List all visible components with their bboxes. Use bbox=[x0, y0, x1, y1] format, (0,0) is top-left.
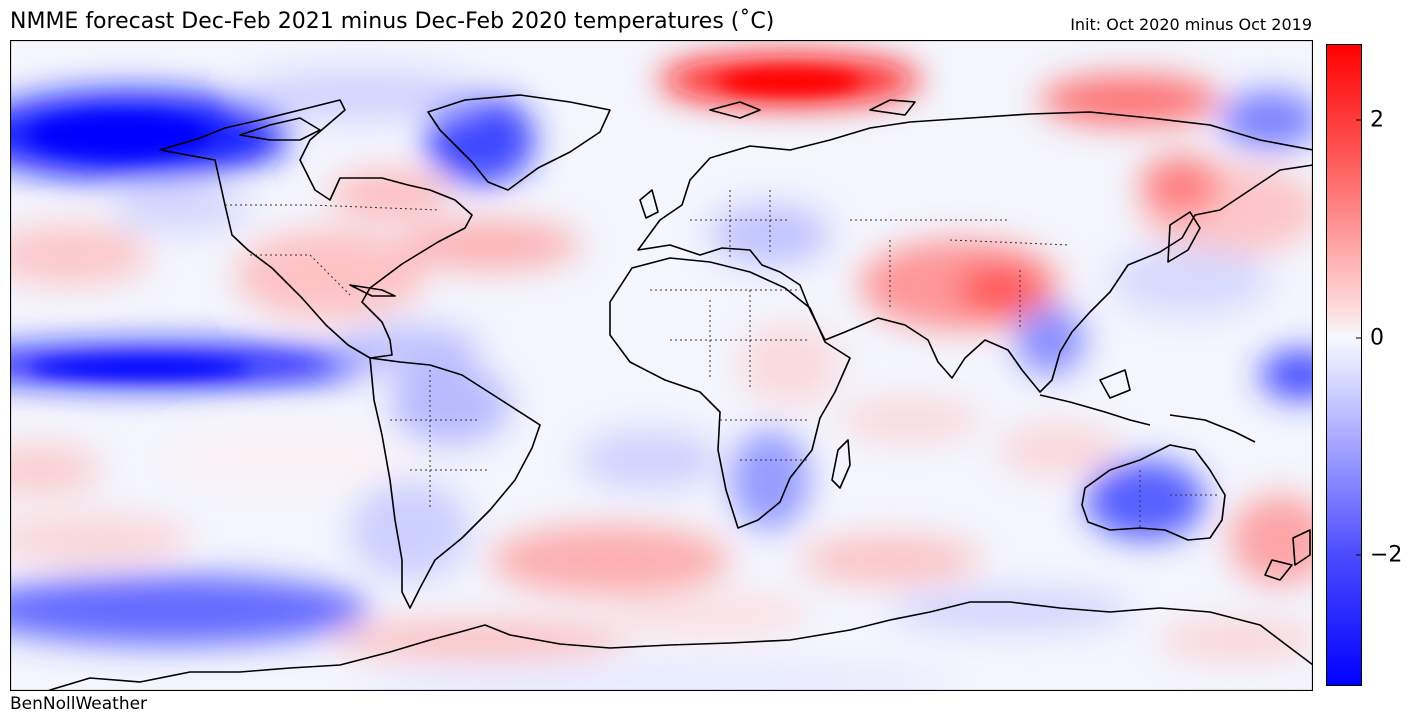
init-subtitle: Init: Oct 2020 minus Oct 2019 bbox=[1070, 15, 1312, 34]
colorbar-tick-2: 2 bbox=[1370, 107, 1384, 133]
colorbar-gradient bbox=[1326, 44, 1362, 686]
anomaly-field bbox=[10, 40, 1313, 691]
coastlines bbox=[46, 94, 1313, 691]
colorbar bbox=[1326, 44, 1362, 686]
map-title: NMME forecast Dec-Feb 2021 minus Dec-Feb… bbox=[10, 9, 775, 34]
map-frame bbox=[10, 40, 1313, 691]
colorbar-tick-minus-2: −2 bbox=[1370, 542, 1403, 568]
colorbar-tick-0: 0 bbox=[1370, 325, 1384, 351]
country-borders bbox=[225, 190, 1220, 530]
credit-label: BenNollWeather bbox=[10, 694, 148, 714]
world-temperature-anomaly-map bbox=[10, 40, 1313, 691]
